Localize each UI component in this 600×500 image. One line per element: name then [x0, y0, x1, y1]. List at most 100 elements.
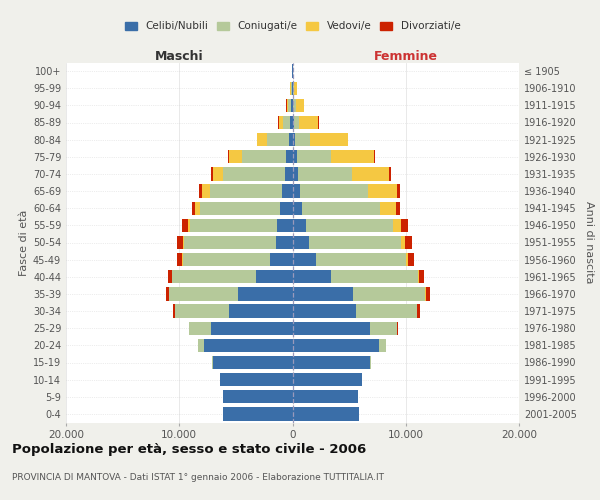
- Bar: [223, 407, 293, 420]
- Y-axis label: Fasce di età: Fasce di età: [19, 210, 29, 276]
- Bar: [213, 356, 293, 369]
- Text: Femmine: Femmine: [374, 50, 438, 62]
- Bar: [198, 338, 293, 352]
- Bar: [278, 116, 293, 129]
- Bar: [293, 218, 401, 232]
- Bar: [293, 133, 295, 146]
- Bar: [293, 167, 389, 180]
- Bar: [277, 218, 293, 232]
- Bar: [293, 270, 418, 283]
- Bar: [293, 338, 379, 352]
- Bar: [223, 390, 293, 404]
- Bar: [293, 167, 352, 180]
- Bar: [184, 236, 293, 249]
- Bar: [211, 167, 293, 180]
- Bar: [293, 407, 359, 420]
- Bar: [190, 322, 293, 335]
- Bar: [293, 390, 358, 404]
- Bar: [198, 338, 293, 352]
- Bar: [290, 82, 293, 95]
- Bar: [287, 98, 293, 112]
- Bar: [289, 133, 293, 146]
- Bar: [172, 270, 293, 283]
- Bar: [223, 407, 293, 420]
- Bar: [293, 202, 302, 215]
- Bar: [293, 322, 397, 335]
- Bar: [293, 150, 375, 164]
- Bar: [212, 356, 293, 369]
- Bar: [190, 322, 293, 335]
- Bar: [292, 82, 293, 95]
- Bar: [238, 287, 293, 300]
- Y-axis label: Anni di nascita: Anni di nascita: [584, 201, 593, 284]
- Bar: [278, 116, 293, 129]
- Bar: [204, 338, 293, 352]
- Bar: [293, 116, 294, 129]
- Bar: [293, 98, 304, 112]
- Bar: [293, 287, 425, 300]
- Bar: [293, 338, 386, 352]
- Bar: [293, 253, 406, 266]
- Bar: [293, 287, 430, 300]
- Bar: [293, 218, 393, 232]
- Bar: [212, 356, 293, 369]
- Bar: [293, 373, 362, 386]
- Bar: [210, 184, 293, 198]
- Bar: [220, 373, 293, 386]
- Bar: [286, 98, 293, 112]
- Bar: [293, 202, 380, 215]
- Bar: [293, 287, 353, 300]
- Bar: [293, 202, 396, 215]
- Bar: [293, 338, 386, 352]
- Bar: [293, 304, 418, 318]
- Bar: [293, 116, 319, 129]
- Bar: [220, 373, 293, 386]
- Bar: [292, 64, 293, 78]
- Bar: [293, 133, 310, 146]
- Bar: [229, 150, 293, 164]
- Bar: [223, 407, 293, 420]
- Bar: [182, 218, 293, 232]
- Bar: [211, 322, 293, 335]
- Bar: [229, 304, 293, 318]
- Bar: [293, 407, 359, 420]
- Bar: [290, 116, 293, 129]
- Bar: [220, 373, 293, 386]
- Bar: [172, 270, 293, 283]
- Bar: [293, 390, 358, 404]
- Bar: [293, 304, 420, 318]
- Bar: [293, 407, 359, 420]
- Bar: [257, 133, 293, 146]
- Bar: [293, 270, 331, 283]
- Bar: [284, 167, 293, 180]
- Bar: [292, 98, 293, 112]
- Bar: [293, 133, 348, 146]
- Bar: [293, 98, 304, 112]
- Bar: [175, 304, 293, 318]
- Bar: [199, 184, 293, 198]
- Bar: [178, 236, 293, 249]
- Bar: [183, 236, 293, 249]
- Bar: [293, 270, 424, 283]
- Bar: [293, 184, 368, 198]
- Bar: [220, 373, 293, 386]
- Bar: [293, 338, 386, 352]
- Bar: [293, 150, 331, 164]
- Bar: [190, 218, 293, 232]
- Bar: [223, 390, 293, 404]
- Bar: [182, 253, 293, 266]
- Bar: [293, 253, 413, 266]
- Bar: [293, 373, 362, 386]
- Bar: [293, 150, 296, 164]
- Bar: [293, 253, 408, 266]
- Bar: [293, 167, 391, 180]
- Bar: [267, 133, 293, 146]
- Bar: [280, 202, 293, 215]
- Bar: [275, 236, 293, 249]
- Bar: [293, 236, 406, 249]
- Bar: [188, 322, 293, 335]
- Bar: [293, 236, 412, 249]
- Bar: [191, 202, 293, 215]
- Bar: [293, 116, 299, 129]
- Bar: [175, 304, 293, 318]
